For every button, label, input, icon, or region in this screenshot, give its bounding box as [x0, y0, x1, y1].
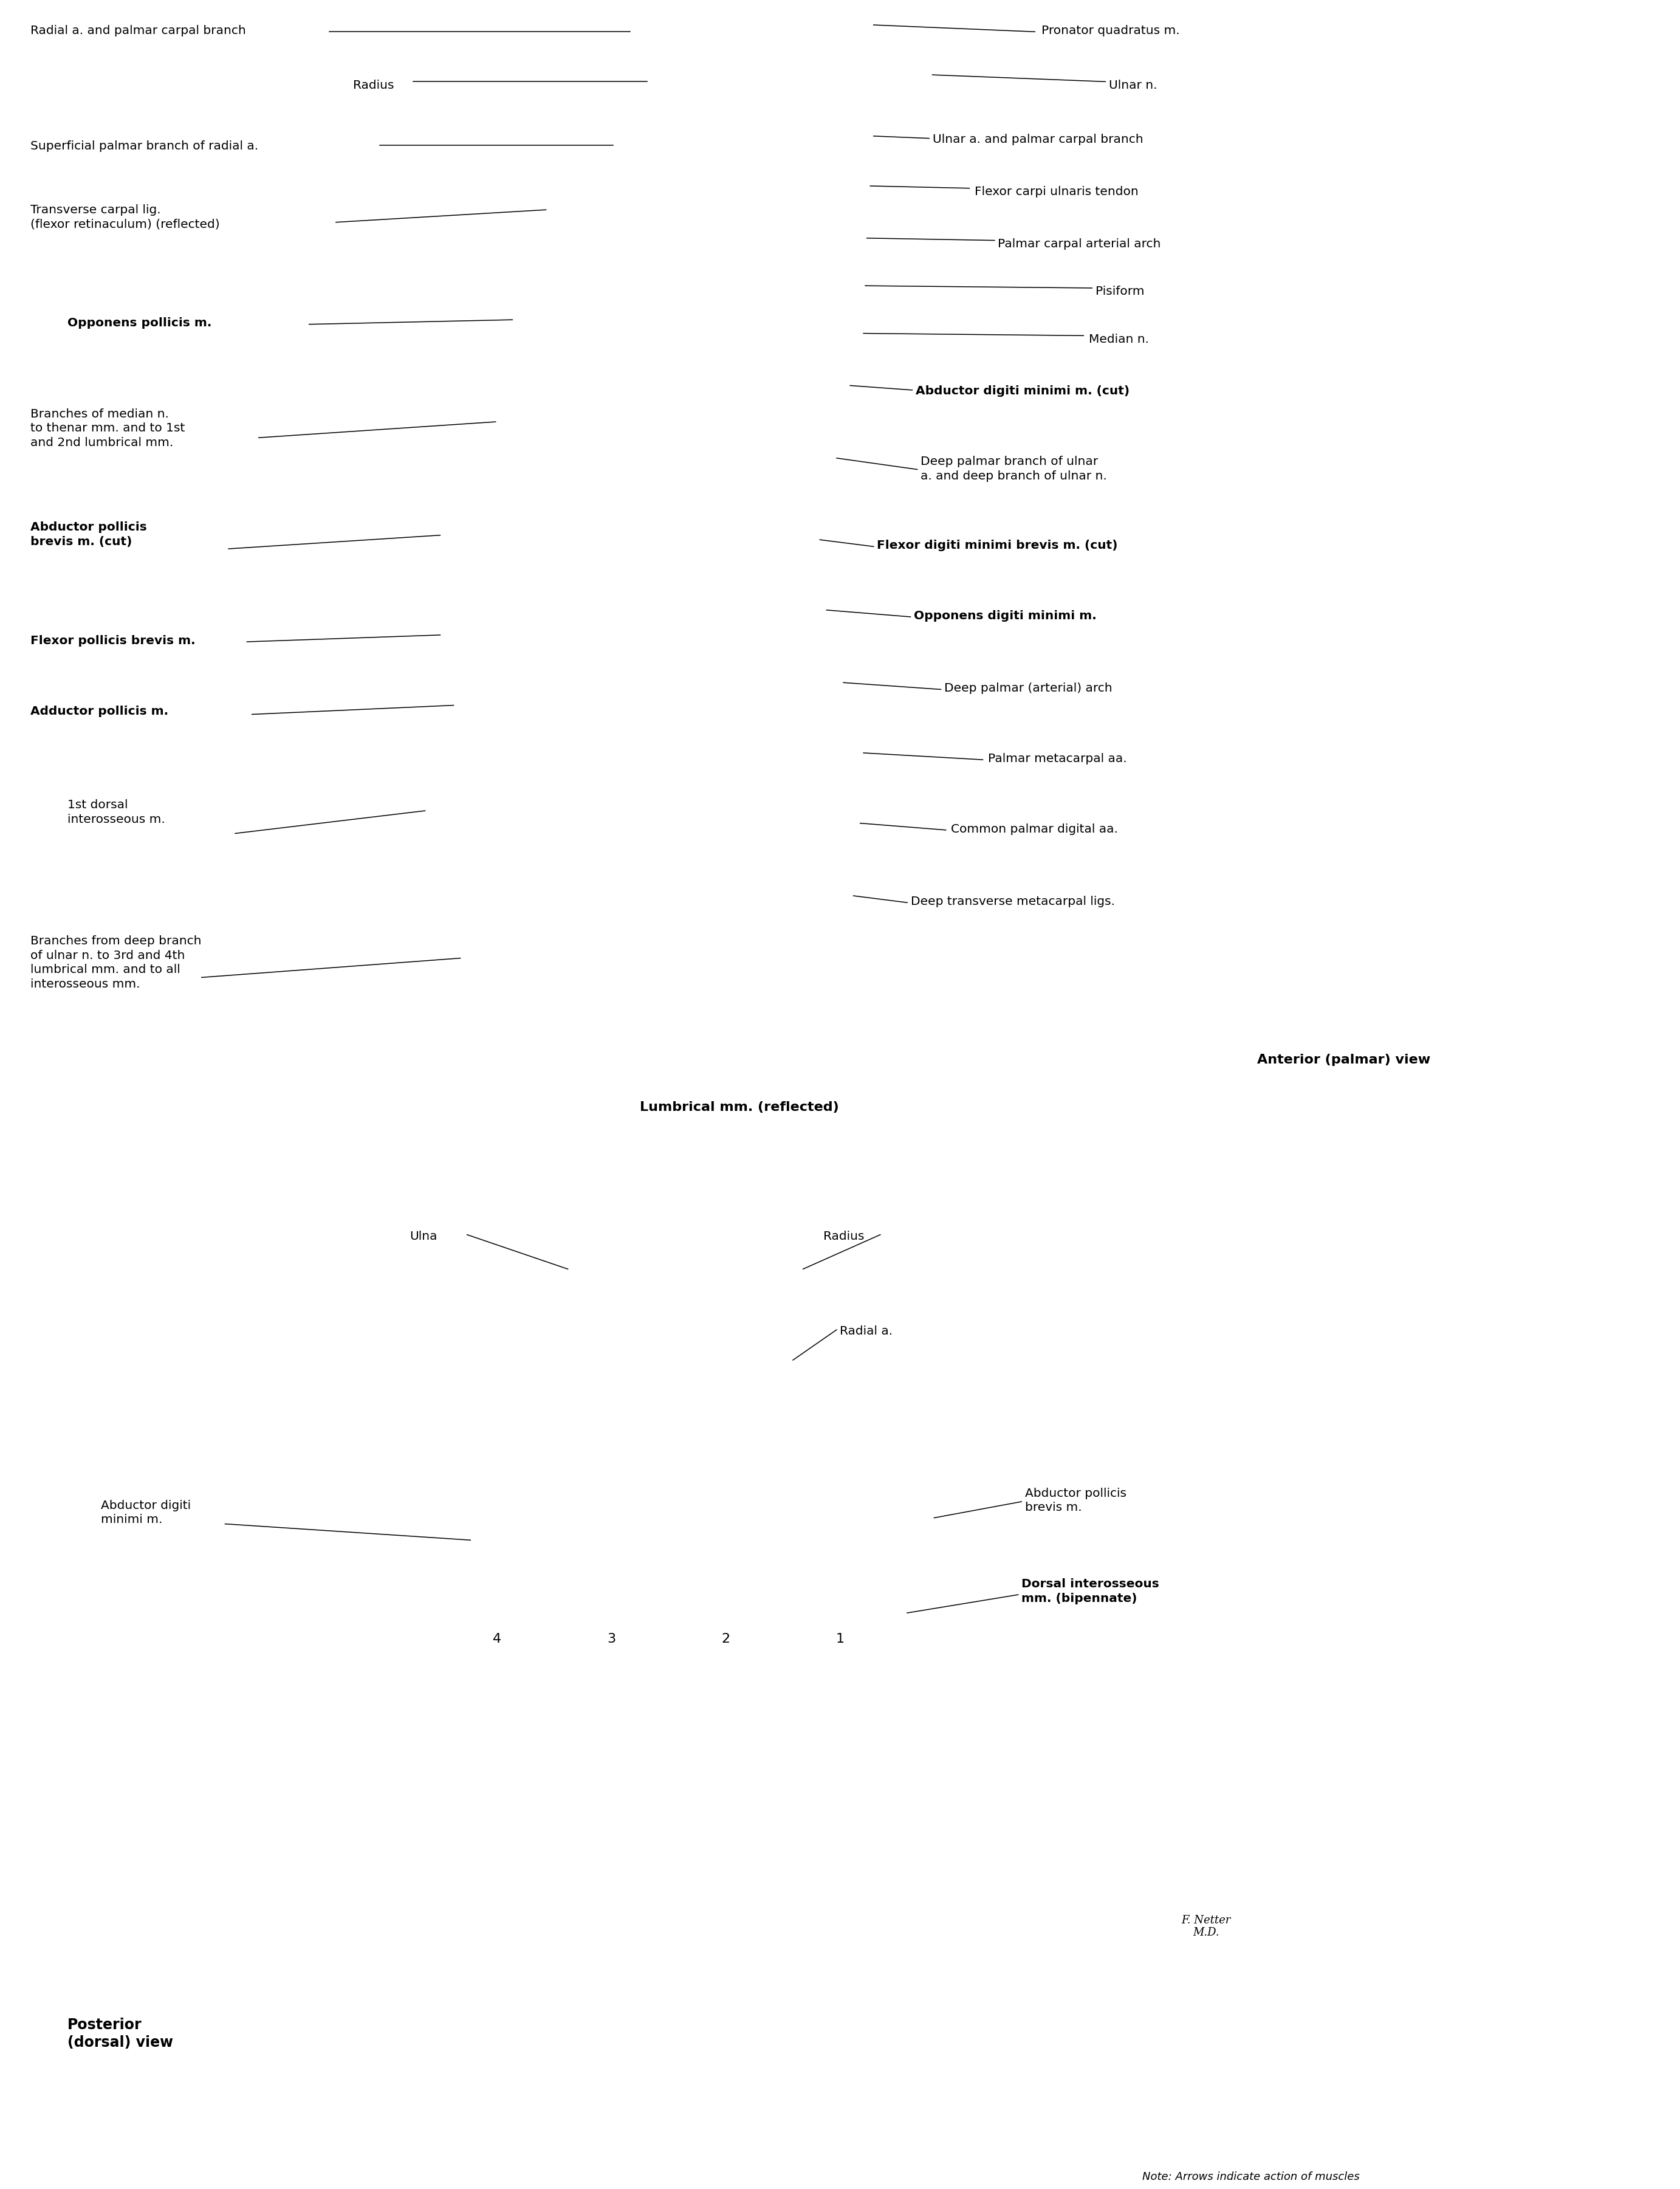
Text: Flexor pollicis brevis m.: Flexor pollicis brevis m.	[30, 635, 195, 646]
Text: Abductor digiti minimi m. (cut): Abductor digiti minimi m. (cut)	[916, 385, 1129, 396]
Text: Transverse carpal lig.
(flexor retinaculum) (reflected): Transverse carpal lig. (flexor retinacul…	[30, 204, 220, 230]
Text: Palmar metacarpal aa.: Palmar metacarpal aa.	[988, 753, 1127, 764]
Text: Abductor digiti
minimi m.: Abductor digiti minimi m.	[101, 1499, 192, 1526]
Text: Ulnar n.: Ulnar n.	[1109, 79, 1158, 92]
Text: Flexor carpi ulnaris tendon: Flexor carpi ulnaris tendon	[974, 186, 1139, 197]
Text: 1st dorsal
interosseous m.: 1st dorsal interosseous m.	[67, 799, 165, 825]
Text: Opponens digiti minimi m.: Opponens digiti minimi m.	[914, 611, 1097, 622]
Text: Common palmar digital aa.: Common palmar digital aa.	[951, 823, 1117, 834]
Text: Anterior (palmar) view: Anterior (palmar) view	[1257, 1053, 1431, 1066]
Text: Palmar carpal arterial arch: Palmar carpal arterial arch	[998, 239, 1161, 250]
Text: Ulnar a. and palmar carpal branch: Ulnar a. and palmar carpal branch	[932, 134, 1142, 144]
Text: Lumbrical mm. (reflected): Lumbrical mm. (reflected)	[640, 1101, 838, 1114]
Text: Deep palmar (arterial) arch: Deep palmar (arterial) arch	[944, 683, 1112, 694]
Text: Deep palmar branch of ulnar
a. and deep branch of ulnar n.: Deep palmar branch of ulnar a. and deep …	[921, 455, 1107, 482]
Text: Superficial palmar branch of radial a.: Superficial palmar branch of radial a.	[30, 140, 259, 153]
Text: Radial a.: Radial a.	[840, 1327, 894, 1337]
Text: Branches from deep branch
of ulnar n. to 3rd and 4th
lumbrical mm. and to all
in: Branches from deep branch of ulnar n. to…	[30, 935, 202, 989]
Text: Flexor digiti minimi brevis m. (cut): Flexor digiti minimi brevis m. (cut)	[877, 541, 1117, 552]
Text: Pisiform: Pisiform	[1095, 287, 1144, 298]
Text: Deep transverse metacarpal ligs.: Deep transverse metacarpal ligs.	[911, 895, 1116, 906]
Text: Branches of median n.
to thenar mm. and to 1st
and 2nd lumbrical mm.: Branches of median n. to thenar mm. and …	[30, 407, 185, 449]
Text: 2: 2	[721, 1633, 731, 1646]
Text: Dorsal interosseous
mm. (bipennate): Dorsal interosseous mm. (bipennate)	[1021, 1578, 1159, 1605]
Text: 1: 1	[835, 1633, 845, 1646]
Text: Adductor pollicis m.: Adductor pollicis m.	[30, 705, 168, 716]
Text: F. Netter
M.D.: F. Netter M.D.	[1181, 1915, 1231, 1937]
Text: Radial a. and palmar carpal branch: Radial a. and palmar carpal branch	[30, 24, 245, 37]
Text: Posterior
(dorsal) view: Posterior (dorsal) view	[67, 2018, 173, 2051]
Text: Opponens pollicis m.: Opponens pollicis m.	[67, 317, 212, 328]
Text: 4: 4	[492, 1633, 502, 1646]
Text: Note: Arrows indicate action of muscles: Note: Arrows indicate action of muscles	[1142, 2171, 1359, 2182]
Text: 3: 3	[606, 1633, 617, 1646]
Text: Abductor pollicis
brevis m.: Abductor pollicis brevis m.	[1025, 1489, 1126, 1513]
Text: Median n.: Median n.	[1089, 333, 1149, 346]
Text: Ulna: Ulna	[410, 1230, 437, 1241]
Text: Pronator quadratus m.: Pronator quadratus m.	[1042, 24, 1179, 37]
Text: Radius: Radius	[353, 79, 393, 92]
Text: Radius: Radius	[823, 1230, 864, 1241]
Text: Abductor pollicis
brevis m. (cut): Abductor pollicis brevis m. (cut)	[30, 521, 146, 547]
